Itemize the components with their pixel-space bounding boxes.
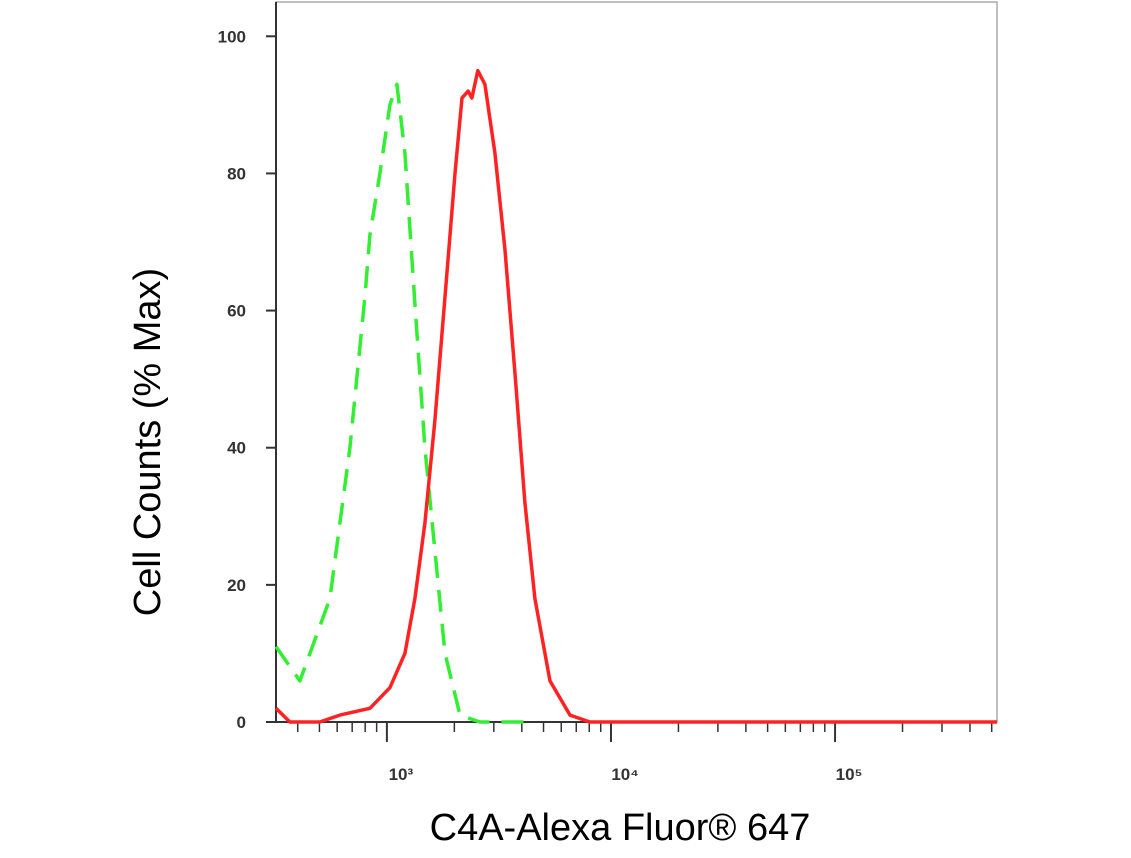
plot-frame <box>275 1 998 723</box>
y-tick-label: 60 <box>227 302 246 321</box>
x-tick-label: 10³ <box>389 765 414 784</box>
x-tick-label: 10⁴ <box>611 765 638 784</box>
y-tick-label: 0 <box>237 713 246 732</box>
x-axis-label: C4A-Alexa Fluor® 647 <box>430 807 811 849</box>
histogram-line <box>274 82 530 724</box>
x-tick-label: 10⁵ <box>836 765 863 784</box>
y-tick-label: 80 <box>227 164 246 183</box>
histogram-line <box>274 68 997 724</box>
y-tick-label: 20 <box>227 576 246 595</box>
y-tick-label: 100 <box>218 27 246 46</box>
y-tick-label: 40 <box>227 439 246 458</box>
y-axis-label: Cell Counts (% Max) <box>127 268 169 616</box>
